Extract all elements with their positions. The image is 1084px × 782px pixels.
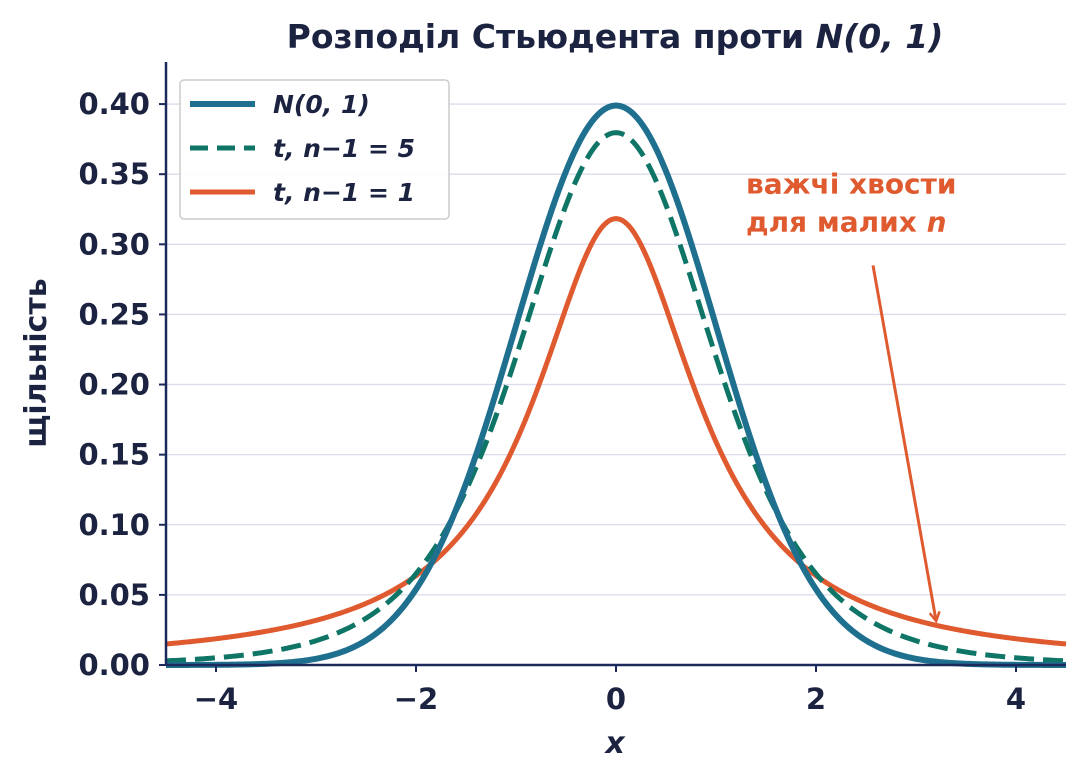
series-line-2 bbox=[165, 216, 1067, 647]
x-tick-label-3: 2 bbox=[806, 682, 826, 716]
annotation-line-1: важчі хвости bbox=[746, 167, 957, 200]
x-tick-label-0: −4 bbox=[194, 682, 238, 716]
annotation-line-2-prefix: для малих bbox=[746, 205, 927, 238]
legend-label-0: N(0, 1) bbox=[273, 90, 370, 119]
legend-box bbox=[179, 79, 450, 220]
annotation-line-2: для малих n bbox=[746, 205, 947, 238]
x-tick-label-4: 4 bbox=[1006, 682, 1026, 716]
x-ticks: −4 −2 0 2 4 bbox=[194, 665, 1026, 716]
y-axis-label: щільність bbox=[19, 278, 54, 448]
chart-title-math: N(0, 1) bbox=[816, 17, 944, 56]
legend-label-2: t, n−1 = 1 bbox=[273, 178, 415, 207]
legend-label-1: t, n−1 = 5 bbox=[273, 134, 415, 163]
chart-title: Розподіл Стьюдента проти N(0, 1) bbox=[287, 17, 944, 56]
x-axis-label: x bbox=[603, 726, 626, 761]
series-lines bbox=[165, 102, 1067, 668]
series-line-1 bbox=[165, 130, 1067, 664]
y-tick-label-2: 0.10 bbox=[78, 508, 150, 542]
y-tick-label-1: 0.05 bbox=[78, 578, 150, 612]
x-tick-label-2: 0 bbox=[606, 682, 626, 716]
annotation-arrow bbox=[871, 265, 936, 620]
y-tick-label-6: 0.30 bbox=[78, 227, 150, 261]
heavy-tails-annotation: важчі хвости для малих n bbox=[746, 167, 957, 620]
y-tick-label-0: 0.00 bbox=[78, 648, 150, 682]
y-ticks: 0.00 0.05 0.10 0.15 0.20 0.25 0.30 0.35 0.40 bbox=[78, 87, 166, 682]
y-tick-label-7: 0.35 bbox=[78, 157, 150, 191]
y-tick-label-3: 0.15 bbox=[78, 438, 150, 472]
series-line-0 bbox=[165, 102, 1067, 668]
y-tick-label-8: 0.40 bbox=[78, 87, 150, 121]
y-tick-label-5: 0.25 bbox=[78, 297, 150, 331]
annotation-line-2-math: n bbox=[927, 205, 947, 238]
x-tick-label-1: −2 bbox=[394, 682, 438, 716]
legend: N(0, 1) t, n−1 = 5 t, n−1 = 1 bbox=[179, 79, 450, 220]
chart-title-prefix: Розподіл Стьюдента проти bbox=[287, 17, 816, 56]
y-tick-label-4: 0.20 bbox=[78, 368, 150, 402]
